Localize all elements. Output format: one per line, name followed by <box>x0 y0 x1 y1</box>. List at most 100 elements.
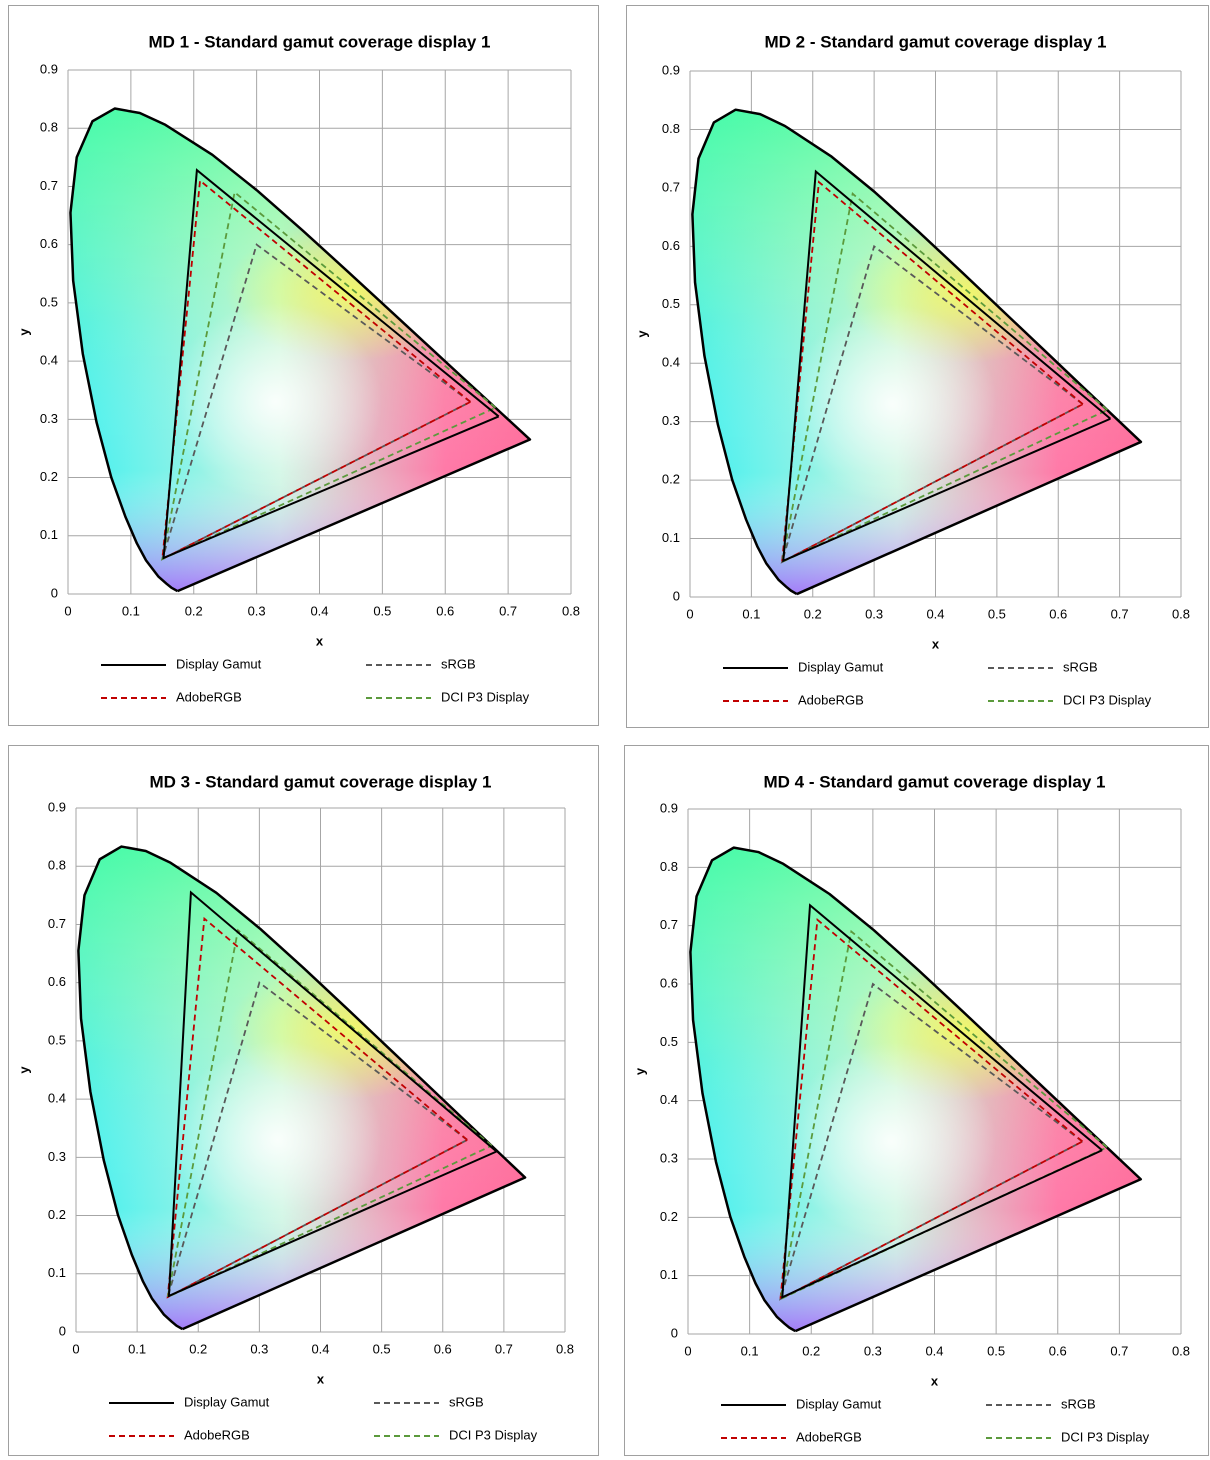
legend-label: Display Gamut <box>798 659 884 674</box>
legend-label: AdobeRGB <box>796 1429 862 1444</box>
spectral-locus <box>77 845 527 1331</box>
y-tick-label: 0.6 <box>48 974 66 989</box>
x-tick-label: 0.5 <box>987 1343 1005 1358</box>
chart-panel: MD 1 - Standard gamut coverage display 1… <box>8 5 599 726</box>
y-tick-label: 0.5 <box>40 294 58 309</box>
legend-label: sRGB <box>441 656 476 671</box>
y-tick-label: 0.6 <box>662 238 680 253</box>
legend-label: DCI P3 Display <box>449 1427 538 1442</box>
gamut-line <box>780 192 1108 564</box>
gamut-line <box>161 190 497 561</box>
x-tick-label: 0 <box>64 603 71 618</box>
y-tick-label: 0.1 <box>48 1265 66 1280</box>
gamut-line <box>166 916 468 1299</box>
y-tick-label: 0.7 <box>662 179 680 194</box>
y-tick-label: 0.4 <box>660 1092 678 1107</box>
y-tick-label: 0.8 <box>660 859 678 874</box>
x-tick-label: 0.6 <box>1049 1343 1067 1358</box>
y-tick-label: 0.3 <box>48 1149 66 1164</box>
locus-fill <box>70 108 530 592</box>
y-tick-label: 0.4 <box>662 355 680 370</box>
chart: MD 3 - Standard gamut coverage display 1… <box>16 772 574 1442</box>
x-tick-label: 0.1 <box>128 1341 146 1356</box>
y-tick-label: 0.5 <box>662 296 680 311</box>
gamut-line <box>166 928 493 1299</box>
x-tick-label: 0 <box>684 1343 691 1358</box>
legend-label: sRGB <box>1061 1396 1096 1411</box>
x-tick-label: 0.4 <box>310 603 328 618</box>
x-tick-label: 0.1 <box>742 606 760 621</box>
y-tick-label: 0.9 <box>40 61 58 76</box>
x-tick-label: 0.7 <box>1111 606 1129 621</box>
y-tick-label: 0.2 <box>660 1209 678 1224</box>
x-tick-label: 0 <box>72 1341 79 1356</box>
spectral-locus <box>691 108 1143 596</box>
spectral-locus <box>689 846 1143 1333</box>
y-tick-label: 0.8 <box>662 121 680 136</box>
x-tick-label: 0.3 <box>865 606 883 621</box>
x-tick-label: 0.7 <box>1110 1343 1128 1358</box>
y-tick-label: 0.2 <box>662 472 680 487</box>
x-tick-label: 0.6 <box>1049 606 1067 621</box>
x-tick-label: 0.4 <box>925 1343 943 1358</box>
x-tick-label: 0.4 <box>926 606 944 621</box>
legend-label: sRGB <box>449 1394 484 1409</box>
chart-title: MD 2 - Standard gamut coverage display 1 <box>765 32 1107 51</box>
y-tick-label: 0.6 <box>40 236 58 251</box>
legend-label: Display Gamut <box>184 1394 270 1409</box>
x-tick-label: 0.6 <box>436 603 454 618</box>
gamut-line <box>779 929 1108 1301</box>
x-tick-label: 0.5 <box>988 606 1006 621</box>
y-axis-label: y <box>16 328 31 336</box>
gamut-line <box>780 244 1084 564</box>
gamut-line <box>778 982 1083 1301</box>
y-axis-label: y <box>632 1067 647 1075</box>
y-tick-label: 0.7 <box>48 916 66 931</box>
y-tick-label: 0.7 <box>40 178 58 193</box>
x-tick-label: 0.5 <box>373 603 391 618</box>
x-tick-label: 0.7 <box>499 603 517 618</box>
chart-title: MD 3 - Standard gamut coverage display 1 <box>150 772 492 791</box>
chart: MD 2 - Standard gamut coverage display 1… <box>634 32 1190 707</box>
chart: MD 4 - Standard gamut coverage display 1… <box>632 772 1190 1444</box>
y-tick-label: 0.8 <box>40 120 58 135</box>
gamut-line <box>161 178 471 561</box>
legend-label: sRGB <box>1063 659 1098 674</box>
y-tick-label: 0.3 <box>40 411 58 426</box>
legend-label: DCI P3 Display <box>1063 692 1152 707</box>
x-tick-label: 0.1 <box>122 603 140 618</box>
x-tick-label: 0.2 <box>185 603 203 618</box>
legend-label: Display Gamut <box>176 656 262 671</box>
x-tick-label: 0.2 <box>802 1343 820 1358</box>
y-tick-label: 0.8 <box>48 858 66 873</box>
locus-fill <box>690 847 1141 1332</box>
y-tick-label: 0 <box>51 585 58 600</box>
x-tick-label: 0.8 <box>1172 606 1190 621</box>
y-tick-label: 0.2 <box>48 1207 66 1222</box>
y-axis-label: y <box>634 330 649 338</box>
gamut-line <box>162 168 500 560</box>
x-tick-label: 0.6 <box>434 1341 452 1356</box>
x-tick-label: 0.7 <box>495 1341 513 1356</box>
locus-fill <box>692 109 1141 595</box>
y-tick-label: 0.1 <box>662 530 680 545</box>
x-tick-label: 0.1 <box>741 1343 759 1358</box>
legend-label: AdobeRGB <box>798 692 864 707</box>
spectral-locus <box>69 107 532 593</box>
x-tick-label: 0.2 <box>804 606 822 621</box>
gamut-line <box>160 243 471 561</box>
chart-title: MD 1 - Standard gamut coverage display 1 <box>149 32 491 51</box>
x-axis-label: x <box>931 1373 939 1388</box>
x-axis-label: x <box>932 636 940 651</box>
legend-label: AdobeRGB <box>184 1427 250 1442</box>
legend-label: AdobeRGB <box>176 689 242 704</box>
y-tick-label: 0.2 <box>40 469 58 484</box>
y-tick-label: 0.5 <box>48 1032 66 1047</box>
x-tick-label: 0.2 <box>189 1341 207 1356</box>
chart: MD 1 - Standard gamut coverage display 1… <box>16 32 580 704</box>
legend-label: DCI P3 Display <box>441 689 530 704</box>
chart-panel: MD 2 - Standard gamut coverage display 1… <box>626 5 1209 728</box>
gamut-line <box>782 169 1112 563</box>
legend-label: DCI P3 Display <box>1061 1429 1150 1444</box>
